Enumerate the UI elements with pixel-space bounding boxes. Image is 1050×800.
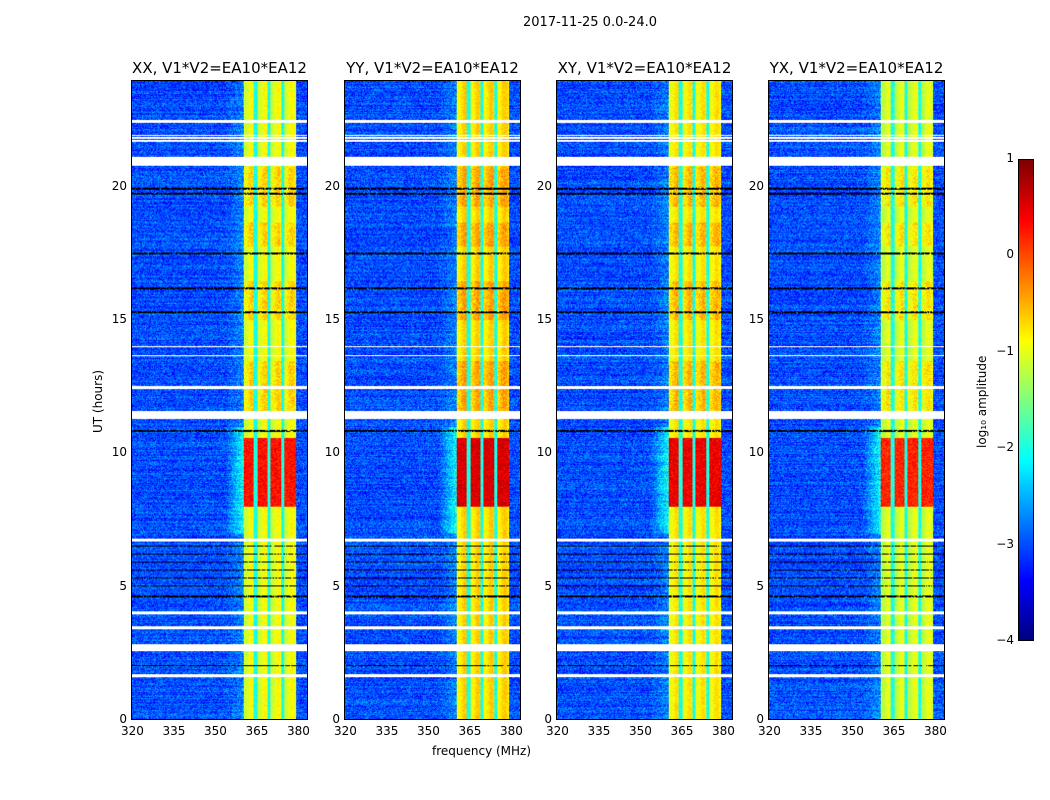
x-tick-label: 380 <box>711 724 735 738</box>
y-tick-label: 0 <box>332 712 340 726</box>
x-tick-label: 365 <box>670 724 694 738</box>
x-tick-label: 350 <box>840 724 864 738</box>
x-tick-label: 335 <box>587 724 611 738</box>
heatmap-panel-3 <box>556 80 733 720</box>
x-tick-label: 335 <box>162 724 186 738</box>
colorbar-tick-label: 0 <box>1006 247 1014 262</box>
panel-title: XX, V1*V2=EA10*EA12 <box>132 59 307 77</box>
x-tick-label: 380 <box>923 724 947 738</box>
y-tick-label: 20 <box>111 178 127 193</box>
x-tick-label: 335 <box>799 724 823 738</box>
colorbar <box>1018 159 1034 641</box>
colorbar-label: log₁₀ amplitude <box>975 355 989 448</box>
panel-title: YY, V1*V2=EA10*EA12 <box>346 59 519 77</box>
colorbar-tick-label: −3 <box>996 536 1014 551</box>
x-tick-label: 365 <box>882 724 906 738</box>
y-tick-label: 15 <box>536 312 552 326</box>
x-tick-label: 365 <box>245 724 269 738</box>
panel-title: XY, V1*V2=EA10*EA12 <box>557 59 732 77</box>
figure-title: 2017-11-25 0.0-24.0 <box>523 15 657 30</box>
panel-title: YX, V1*V2=EA10*EA12 <box>769 59 944 77</box>
x-tick-label: 350 <box>416 724 440 738</box>
x-tick-label: 380 <box>286 724 310 738</box>
y-tick-label: 10 <box>536 445 552 460</box>
y-tick-label: 0 <box>544 712 552 726</box>
heatmap-panel-1 <box>131 80 308 720</box>
colorbar-tick-label: −2 <box>996 440 1014 455</box>
y-tick-label: 10 <box>111 445 127 460</box>
x-tick-label: 320 <box>334 724 357 738</box>
colorbar-tick-label: −1 <box>996 343 1014 358</box>
y-tick-label: 5 <box>119 578 127 593</box>
colorbar-tick-label: 1 <box>1006 151 1014 165</box>
x-tick-label: 320 <box>758 724 781 738</box>
x-tick-label: 365 <box>458 724 482 738</box>
y-tick-label: 5 <box>332 578 340 593</box>
colorbar-tick-label: −4 <box>996 633 1014 647</box>
y-tick-label: 0 <box>756 712 764 726</box>
x-axis-label: frequency (MHz) <box>432 744 532 758</box>
y-tick-label: 5 <box>544 578 552 593</box>
y-tick-label: 20 <box>536 178 552 193</box>
y-tick-label: 20 <box>324 178 340 193</box>
x-tick-label: 335 <box>375 724 399 738</box>
heatmap-panel-4 <box>768 80 945 720</box>
y-axis-label: UT (hours) <box>91 369 105 433</box>
y-tick-label: 15 <box>748 312 764 326</box>
y-tick-label: 10 <box>324 445 340 460</box>
x-tick-label: 320 <box>546 724 569 738</box>
y-tick-label: 20 <box>748 178 764 193</box>
y-tick-label: 10 <box>748 445 764 460</box>
y-tick-label: 15 <box>324 312 340 326</box>
heatmap-panel-2 <box>344 80 521 720</box>
y-tick-label: 0 <box>119 712 127 726</box>
x-tick-label: 350 <box>203 724 227 738</box>
x-tick-label: 380 <box>499 724 523 738</box>
y-tick-label: 5 <box>756 578 764 593</box>
x-tick-label: 320 <box>121 724 144 738</box>
y-tick-label: 15 <box>111 312 127 326</box>
x-tick-label: 350 <box>628 724 652 738</box>
